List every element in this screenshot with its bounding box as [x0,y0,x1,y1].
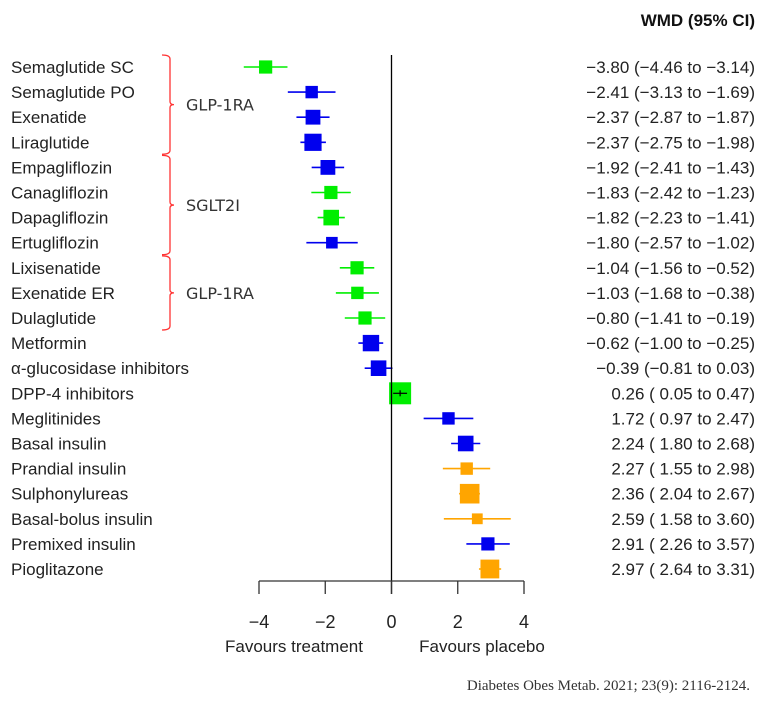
wmd-value: −1.80 (−2.57 to −1.02) [586,234,755,253]
group-bracket [161,154,175,256]
point-estimate [481,537,495,551]
row-label: Dulaglutide [11,309,96,328]
row-label: Basal-bolus insulin [11,510,153,529]
row-label: α-glucosidase inhibitors [11,359,189,378]
point-estimate [326,236,338,249]
point-estimate [370,360,387,376]
point-estimate [305,109,321,125]
row-label: Semaglutide SC [11,58,134,77]
row-label: Sulphonylureas [11,485,128,504]
group-label: SGLT2I [186,196,240,215]
point-estimate [259,60,273,74]
point-estimate [459,483,480,504]
row-label: Canagliflozin [11,184,108,203]
row-label: Meglitinides [11,409,101,428]
tick-label: −4 [249,612,270,632]
point-estimate [471,513,483,525]
point-estimate [304,133,322,151]
x-axis: −4 −2 0 2 4 [249,580,529,632]
wmd-value: −0.80 (−1.41 to −0.19) [586,309,755,328]
wmd-value: −1.03 (−1.68 to −0.38) [586,284,755,303]
row-label: Empagliflozin [11,158,112,177]
tick-label: 0 [386,612,396,632]
point-estimate [350,261,364,275]
xlabel-right: Favours placebo [419,637,545,656]
row-label: Lixisenatide [11,259,101,278]
row-label: Exenatide [11,108,87,127]
wmd-value: 2.24 ( 1.80 to 2.68) [611,435,755,454]
citation: Diabetes Obes Metab. 2021; 23(9): 2116-2… [467,678,750,694]
group-bracket [161,54,175,155]
group-label: GLP-1RA [186,96,254,115]
point-estimate [305,85,318,99]
point-estimate [320,160,336,175]
wmd-value: 2.59 ( 1.58 to 3.60) [611,510,755,529]
wmd-value: −1.04 (−1.56 to −0.52) [586,259,755,278]
row-label: Basal insulin [11,435,106,454]
wmd-value: −2.37 (−2.87 to −1.87) [586,108,755,127]
wmd-value: −2.37 (−2.75 to −1.98) [586,133,755,152]
wmd-value: −0.39 (−0.81 to 0.03) [596,359,755,378]
wmd-value: 2.27 ( 1.55 to 2.98) [611,460,755,479]
wmd-value: 2.91 ( 2.26 to 3.57) [611,535,755,554]
row-label: Dapagliflozin [11,209,108,228]
row-label: Premixed insulin [11,535,136,554]
point-estimate [457,435,474,452]
wmd-value: 2.97 ( 2.64 to 3.31) [611,560,755,579]
tick-label: −2 [315,612,336,632]
wmd-value: −0.62 (−1.00 to −0.25) [586,334,755,353]
point-estimate [351,286,364,300]
row-label: Metformin [11,334,87,353]
point-estimate [362,334,380,352]
point-estimate [323,209,340,226]
row-label: Semaglutide PO [11,83,135,102]
tick-label: 4 [519,612,529,632]
point-estimate [460,462,473,475]
row-label: Pioglitazone [11,560,104,579]
row-label: Ertugliflozin [11,234,99,253]
point-estimate [358,311,372,325]
wmd-value: 0.26 ( 0.05 to 0.47) [611,384,755,403]
tick-label: 2 [453,612,463,632]
column-header: WMD (95% CI) [641,11,755,30]
point-estimate [480,559,500,579]
point-estimate [442,412,455,425]
wmd-value: 2.36 ( 2.04 to 2.67) [611,485,755,504]
wmd-value: −1.92 (−2.41 to −1.43) [586,158,755,177]
wmd-value: −1.82 (−2.23 to −1.41) [586,209,755,228]
wmd-value: −3.80 (−4.46 to −3.14) [586,58,755,77]
row-label: DPP-4 inhibitors [11,384,134,403]
xlabel-left: Favours treatment [225,637,363,656]
row-label: Liraglutide [11,133,89,152]
group-label: GLP-1RA [186,284,254,303]
wmd-value: 1.72 ( 0.97 to 2.47) [611,409,755,428]
rows: Semaglutide SC −3.80 (−4.46 to −3.14) Sema… [11,54,755,579]
group-bracket [161,255,175,331]
wmd-value: −1.83 (−2.42 to −1.23) [586,184,755,203]
row-label: Exenatide ER [11,284,115,303]
wmd-value: −2.41 (−3.13 to −1.69) [586,83,755,102]
point-estimate [324,185,338,200]
row-label: Prandial insulin [11,460,126,479]
